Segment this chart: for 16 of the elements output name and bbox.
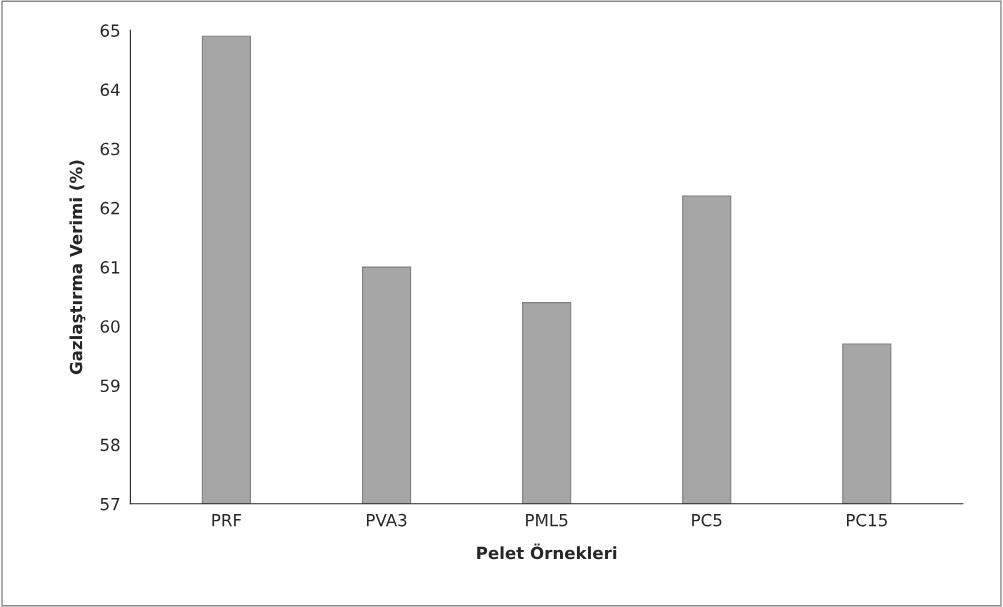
y-tick-label: 65 (100, 24, 120, 37)
x-axis-title: Pelet Örnekleri (477, 543, 617, 560)
y-tick-label: 61 (100, 261, 120, 274)
x-tick-label: PVA3 (366, 513, 407, 527)
y-tick-label: 64 (100, 83, 120, 97)
x-tick-label: PC5 (692, 513, 722, 527)
y-tick-label: 57 (100, 497, 120, 511)
x-tick-label: PML5 (526, 514, 568, 527)
y-axis-title: Gazlaştırma Verimi (%) (69, 160, 86, 375)
y-tick-label: 62 (100, 201, 119, 215)
y-tick-label: 60 (100, 320, 120, 333)
y-tick-label: 63 (100, 142, 120, 156)
x-tick-label: PRF (212, 514, 242, 527)
y-tick-label: 58 (100, 438, 120, 452)
y-tick-label: 59 (100, 379, 120, 393)
x-tick-label: PC15 (847, 513, 887, 527)
